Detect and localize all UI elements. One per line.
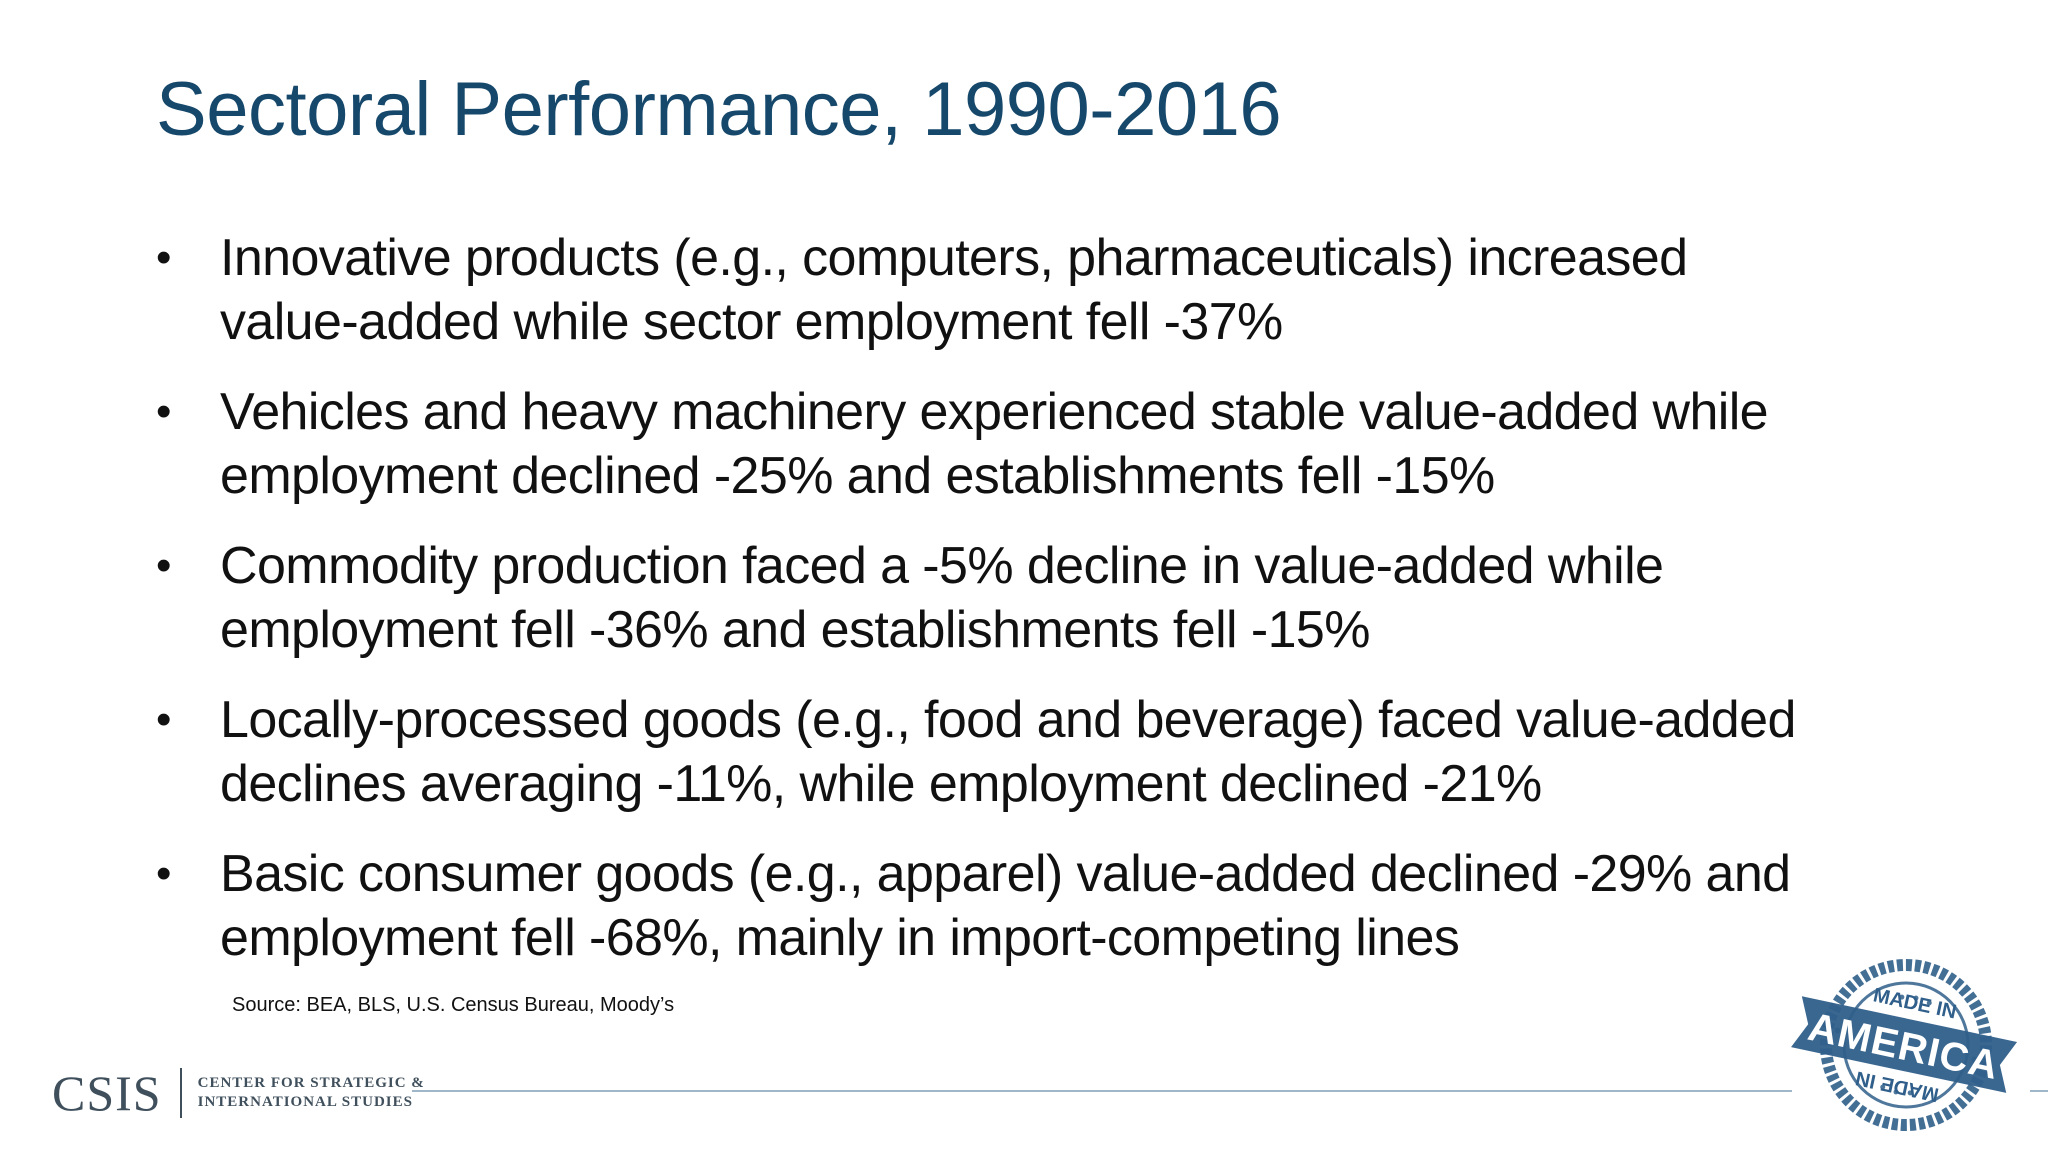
slide-title: Sectoral Performance, 1990-2016: [156, 67, 1282, 152]
bullet-list: • Innovative products (e.g., computers, …: [156, 226, 1916, 996]
logo-divider: [179, 1068, 182, 1118]
bullet-item: • Locally-processed goods (e.g., food an…: [156, 688, 1916, 816]
bullet-line: Innovative products (e.g., computers, ph…: [220, 229, 1688, 287]
bullet-line: declines averaging -11%, while employmen…: [220, 755, 1542, 813]
footer-rule: [2030, 1090, 2048, 1092]
bullet-marker: •: [156, 541, 171, 590]
csis-logo-mark: CSIS: [52, 1065, 162, 1121]
bullet-item: • Basic consumer goods (e.g., apparel) v…: [156, 842, 1916, 970]
bullet-marker: •: [156, 849, 171, 898]
csis-logo-text: CENTER FOR STRATEGIC & INTERNATIONAL STU…: [198, 1074, 425, 1112]
bullet-marker: •: [156, 233, 171, 282]
csis-logo: CSIS CENTER FOR STRATEGIC & INTERNATIONA…: [52, 1066, 425, 1120]
bullet-marker: •: [156, 387, 171, 436]
csis-logo-line: INTERNATIONAL STUDIES: [197, 1094, 413, 1110]
bullet-line: Commodity production faced a -5% decline…: [220, 537, 1664, 595]
bullet-line: employment declined -25% and establishme…: [220, 447, 1495, 505]
bullet-line: employment fell -68%, mainly in import-c…: [220, 909, 1460, 967]
bullet-line: employment fell -36% and establishments …: [220, 601, 1370, 659]
made-in-america-stamp-icon: AMERICA MADE IN MADE IN: [1791, 959, 2018, 1131]
bullet-line: Basic consumer goods (e.g., apparel) val…: [220, 845, 1791, 903]
bullet-line: Locally-processed goods (e.g., food and …: [220, 691, 1796, 749]
csis-logo-line: CENTER FOR STRATEGIC &: [197, 1075, 425, 1091]
source-note: Source: BEA, BLS, U.S. Census Bureau, Mo…: [232, 994, 675, 1016]
bullet-item: • Innovative products (e.g., computers, …: [156, 226, 1916, 354]
bullet-line: Vehicles and heavy machinery experienced…: [220, 383, 1769, 441]
bullet-item: • Commodity production faced a -5% decli…: [156, 534, 1916, 662]
bullet-marker: •: [156, 695, 171, 744]
footer-rule: [412, 1090, 1792, 1092]
bullet-line: value-added while sector employment fell…: [220, 293, 1283, 351]
bullet-item: • Vehicles and heavy machinery experienc…: [156, 380, 1916, 508]
